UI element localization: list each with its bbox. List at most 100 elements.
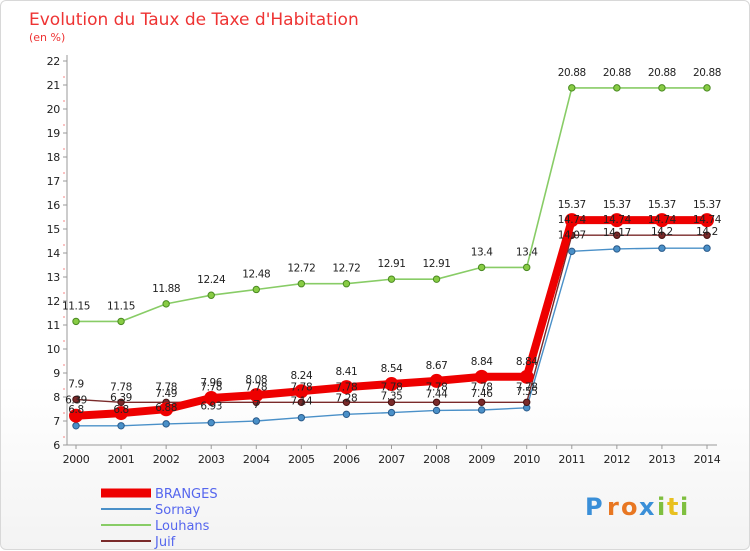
data-point-sornay <box>703 244 711 252</box>
data-point-juif <box>297 398 306 406</box>
y-tick-label: 9 <box>53 367 60 380</box>
y-tick-label: 16 <box>47 199 61 212</box>
data-label-juif: 7.78 <box>471 381 493 393</box>
data-label-branges: 15.37 <box>603 199 631 211</box>
y-tick-label: 17 <box>47 175 61 188</box>
data-point-juif <box>703 231 711 239</box>
data-point-branges <box>474 369 489 384</box>
data-point-branges <box>564 213 579 228</box>
data-label-branges: 15.37 <box>558 199 586 211</box>
data-point-branges <box>429 373 444 388</box>
y-tick-label: 22 <box>47 55 60 68</box>
axes: 6 7 8 9 10 11 12 13 14 15 16 17 18 19 20 21 22 2000 2001 20… <box>47 55 721 466</box>
logo-letter: o <box>621 493 638 521</box>
data-point-branges <box>204 390 219 405</box>
data-point-branges <box>114 406 129 421</box>
data-label-branges: 15.37 <box>693 199 721 211</box>
x-tick-label: 2014 <box>694 453 721 466</box>
data-label-sornay: 7.35 <box>381 391 403 403</box>
x-tick-label: 2008 <box>423 453 450 466</box>
data-point-sornay <box>252 417 260 425</box>
logo-letter: P <box>585 493 603 521</box>
data-label-juif: 7.78 <box>426 381 448 393</box>
data-label-juif: 7.78 <box>516 381 538 393</box>
data-label-louhans: 13.4 <box>471 246 493 258</box>
data-point-juif <box>658 231 666 239</box>
data-label-sornay: 7.46 <box>471 388 493 400</box>
data-point-sornay <box>162 420 170 428</box>
data-label-branges: 6.39 <box>110 392 132 404</box>
logo-letter: i <box>680 493 688 521</box>
data-label-juif: 7.78 <box>290 381 312 393</box>
data-point-juif <box>477 398 486 406</box>
data-label-branges: 15.37 <box>648 199 676 211</box>
data-label-juif: 7.78 <box>200 381 222 393</box>
data-label-branges: 8.84 <box>516 356 538 368</box>
y-tick-label: 11 <box>47 319 60 332</box>
data-point-branges <box>159 402 174 417</box>
data-label-branges: 8.84 <box>471 356 493 368</box>
data-point-louhans <box>568 84 576 92</box>
x-tick-label: 2001 <box>108 453 135 466</box>
data-label-louhans: 12.91 <box>423 258 451 270</box>
chart-title: Evolution du Taux de Taxe d'Habitation <box>29 10 359 30</box>
data-point-sornay <box>568 247 576 256</box>
x-tick-label: 2006 <box>333 453 360 466</box>
x-tick-label: 2011 <box>558 453 585 466</box>
data-label-sornay: 7 <box>253 399 259 411</box>
data-point-juif <box>387 398 396 406</box>
data-point-louhans <box>523 263 531 272</box>
data-label-juif: 14.74 <box>603 214 632 226</box>
data-label-louhans: 11.88 <box>152 283 180 295</box>
data-label-louhans: 20.88 <box>693 67 721 79</box>
data-label-louhans: 20.88 <box>558 67 586 79</box>
data-point-branges <box>384 377 399 392</box>
y-tick-label: 7 <box>53 415 60 428</box>
data-point-juif <box>432 398 441 406</box>
data-label-louhans: 12.72 <box>332 263 360 275</box>
data-point-juif <box>117 398 125 406</box>
data-label-branges: 8.67 <box>426 360 448 372</box>
data-label-juif: 14.74 <box>693 214 722 226</box>
data-label-louhans: 20.88 <box>603 67 631 79</box>
data-point-sornay <box>613 245 621 253</box>
data-label-sornay: 7.14 <box>290 396 312 408</box>
data-point-sornay <box>387 408 396 417</box>
data-label-louhans: 11.15 <box>62 300 90 312</box>
data-point-juif <box>613 231 621 239</box>
logo-letter: x <box>639 493 655 521</box>
x-tick-label: 2004 <box>243 453 270 466</box>
data-point-louhans <box>162 300 170 308</box>
data-point-louhans <box>252 285 260 294</box>
data-point-louhans <box>297 280 306 288</box>
data-label-juif: 7.78 <box>155 381 177 393</box>
x-tick-label: 2009 <box>468 453 495 466</box>
data-label-juif: 14.74 <box>558 214 587 226</box>
data-label-sornay: 7.28 <box>336 392 358 404</box>
data-point-sornay <box>477 406 486 414</box>
series-layer <box>69 84 714 430</box>
data-label-louhans: 12.91 <box>377 258 405 270</box>
data-label-louhans: 11.15 <box>107 300 135 312</box>
data-label-branges: 7.96 <box>200 377 222 389</box>
data-label-sornay: 6.93 <box>200 401 222 413</box>
y-tick-label: 10 <box>47 343 61 356</box>
legend-label-sornay: Sornay <box>155 503 201 518</box>
data-label-juif: 7.78 <box>110 381 132 393</box>
data-point-sornay <box>72 422 80 430</box>
y-tick-label: 19 <box>47 127 61 140</box>
data-label-branges: 8.08 <box>245 374 267 386</box>
y-tick-label: 6 <box>53 439 60 452</box>
x-tick-label: 2010 <box>513 453 540 466</box>
x-tick-label: 2012 <box>603 453 630 466</box>
legend-label-branges: BRANGES <box>155 487 218 502</box>
data-label-louhans: 12.24 <box>197 274 226 286</box>
data-point-louhans <box>207 291 215 299</box>
y-tick-label: 14 <box>47 247 61 260</box>
data-point-louhans <box>117 317 125 326</box>
data-point-branges <box>69 408 83 423</box>
y-tick-label: 20 <box>47 103 61 116</box>
data-label-louhans: 13.4 <box>516 246 538 258</box>
